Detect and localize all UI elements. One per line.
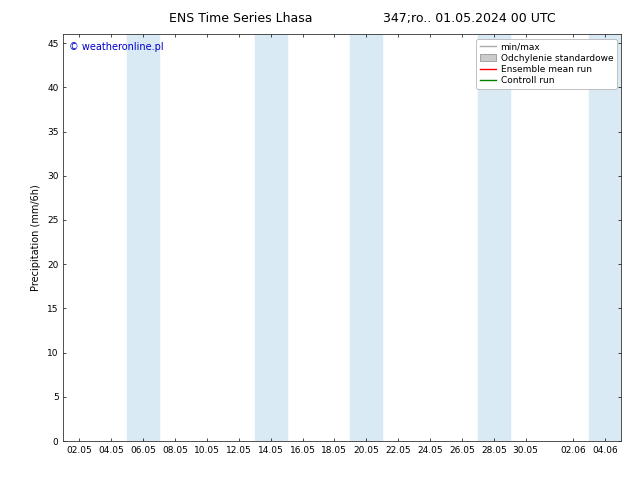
Text: ENS Time Series Lhasa: ENS Time Series Lhasa xyxy=(169,12,313,25)
Text: © weatheronline.pl: © weatheronline.pl xyxy=(69,43,164,52)
Bar xyxy=(478,34,510,441)
Bar xyxy=(590,34,621,441)
Bar xyxy=(351,34,382,441)
Legend: min/max, Odchylenie standardowe, Ensemble mean run, Controll run: min/max, Odchylenie standardowe, Ensembl… xyxy=(476,39,617,89)
Bar xyxy=(127,34,159,441)
Text: 347;ro.. 01.05.2024 00 UTC: 347;ro.. 01.05.2024 00 UTC xyxy=(383,12,555,25)
Y-axis label: Precipitation (mm/6h): Precipitation (mm/6h) xyxy=(32,184,41,291)
Bar xyxy=(255,34,287,441)
